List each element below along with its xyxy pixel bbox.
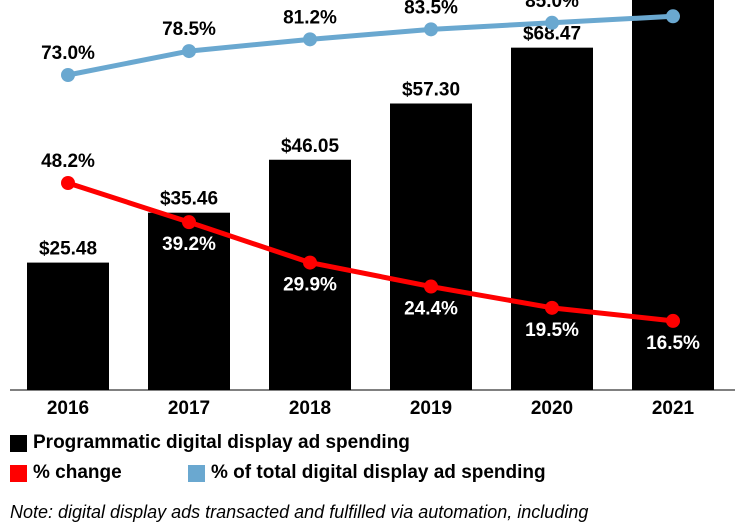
change-point-label: 39.2% <box>162 234 216 255</box>
bar-value-label: $68.47 <box>523 24 581 45</box>
legend-item-change: % change <box>10 462 122 484</box>
share-series-line <box>65 13 676 78</box>
share-point <box>666 9 680 24</box>
share-point-label: 85.0% <box>525 0 579 12</box>
change-point <box>61 176 75 190</box>
share-point-label: 78.5% <box>162 19 216 40</box>
bar <box>511 47 593 391</box>
change-point <box>424 279 438 294</box>
lines-group <box>61 9 680 328</box>
change-point-label: 16.5% <box>646 333 700 354</box>
share-point <box>61 68 75 82</box>
x-tick-label: 2018 <box>289 398 331 419</box>
change-point-label: 29.9% <box>283 275 337 296</box>
legend-label-bars: Programmatic digital display ad spending <box>33 432 410 453</box>
bar-value-label: $46.05 <box>281 136 340 157</box>
x-tick-label: 2016 <box>47 398 89 419</box>
share-point <box>545 15 559 30</box>
chart-note: Note: digital display ads transacted and… <box>10 502 589 522</box>
share-point <box>424 22 438 37</box>
legend-item-bars: Programmatic digital display ad spending <box>10 432 410 454</box>
change-point <box>182 215 196 230</box>
legend-label-share: % of total digital display ad spending <box>211 462 546 483</box>
legend-item-share: % of total digital display ad spending <box>188 462 546 484</box>
x-tick-label: 2017 <box>168 398 210 419</box>
legend-swatch-change <box>10 464 27 482</box>
bar <box>27 262 109 390</box>
change-point <box>545 300 559 315</box>
bar-value-label: $57.30 <box>402 80 460 101</box>
change-point <box>666 313 680 328</box>
legend-swatch-share <box>188 464 205 482</box>
change-series-line <box>65 180 676 324</box>
x-tick-label: 2020 <box>531 398 573 419</box>
change-point-label: 24.4% <box>404 299 458 320</box>
share-point-label: 81.2% <box>283 7 337 28</box>
bar-value-label: $35.46 <box>160 189 218 210</box>
share-point-label: 83.5% <box>404 0 458 18</box>
x-tick-label: 2021 <box>652 398 695 419</box>
share-point-label: 73.0% <box>41 43 95 64</box>
bar <box>148 212 230 390</box>
bar <box>269 159 351 390</box>
share-point <box>303 32 317 47</box>
x-tick-label: 2019 <box>410 398 452 419</box>
x-tick-labels-group: 2016 2017 2018 2019 2020 2021 <box>47 398 695 419</box>
change-point <box>303 255 317 270</box>
legend-swatch-bars <box>10 434 27 452</box>
share-point-label: 86.5% <box>646 0 700 5</box>
bars-group <box>27 0 714 391</box>
share-point <box>182 44 196 59</box>
legend-label-change: % change <box>33 462 122 483</box>
bar <box>390 103 472 390</box>
point-labels-group: 73.0% 78.5% 81.2% 83.5% 85.0% 86.5% 48.2% 39.2%… <box>41 0 700 354</box>
change-point-label: 48.2% <box>41 151 95 172</box>
bar-value-label: $25.48 <box>39 239 97 260</box>
chart: $25.48 $35.46 $46.05 $57.30 $68.47 73.0% 78.5… <box>10 0 735 419</box>
change-point-label: 19.5% <box>525 320 579 341</box>
bar-labels-group: $25.48 $35.46 $46.05 $57.30 $68.47 <box>39 24 581 260</box>
bar <box>632 0 714 390</box>
